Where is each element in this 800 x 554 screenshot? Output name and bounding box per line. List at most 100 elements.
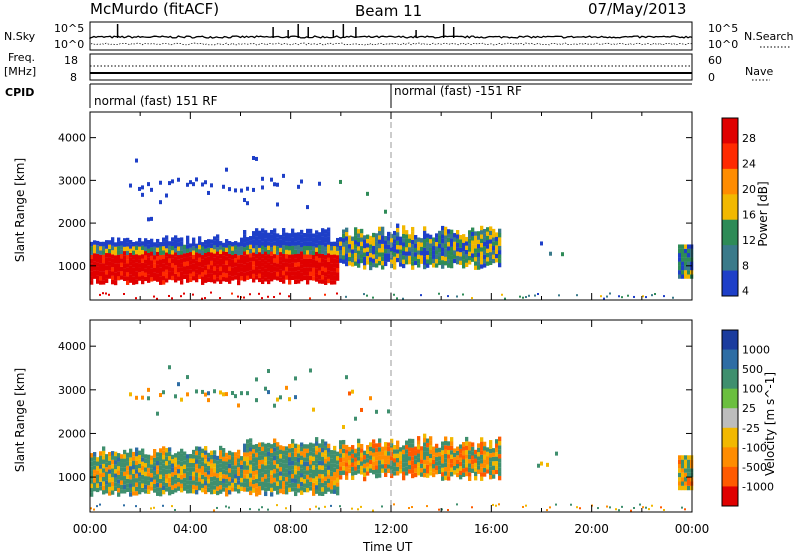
velocity-cell bbox=[126, 487, 130, 493]
velocity-colorbar-band bbox=[722, 447, 738, 468]
velocity-cell bbox=[444, 449, 448, 454]
velocity-cell bbox=[354, 470, 358, 475]
power-cell bbox=[255, 236, 259, 242]
velocity-cell bbox=[486, 460, 490, 465]
velocity-cell bbox=[150, 473, 154, 478]
velocity-cell bbox=[330, 504, 332, 507]
power-cell bbox=[354, 244, 358, 249]
power-cell bbox=[240, 254, 244, 260]
velocity-cell bbox=[390, 469, 394, 474]
power-cell bbox=[150, 255, 154, 261]
power-cell bbox=[486, 248, 490, 253]
power-cell bbox=[456, 247, 460, 252]
power-cell bbox=[144, 259, 148, 264]
velocity-cell bbox=[456, 472, 460, 478]
power-cell bbox=[213, 270, 217, 275]
velocity-cell bbox=[192, 476, 196, 481]
power-cell bbox=[126, 280, 130, 285]
velocity-cell bbox=[90, 461, 94, 467]
velocity-cell bbox=[135, 478, 139, 483]
velocity-cell bbox=[132, 473, 136, 479]
power-cell bbox=[489, 252, 493, 257]
power-cell bbox=[240, 276, 244, 281]
velocity-cell bbox=[153, 506, 155, 509]
velocity-cell bbox=[126, 478, 130, 484]
velocity-cell bbox=[129, 461, 133, 467]
power-cell bbox=[246, 271, 250, 276]
power-cell bbox=[111, 245, 115, 251]
power-cell bbox=[216, 247, 220, 252]
velocity-cell bbox=[396, 453, 400, 459]
power-cell bbox=[495, 232, 499, 237]
velocity-cell bbox=[90, 483, 94, 489]
velocity-cell bbox=[315, 489, 319, 494]
velocity-cell bbox=[297, 488, 301, 493]
power-cell bbox=[216, 260, 220, 265]
power-cell bbox=[423, 247, 427, 253]
power-cell bbox=[225, 251, 229, 257]
power-cell bbox=[330, 280, 334, 285]
power-cell bbox=[129, 239, 133, 245]
power-cell bbox=[333, 245, 337, 251]
power-cell bbox=[165, 269, 169, 274]
x-tick-label: 04:00 bbox=[173, 522, 208, 536]
power-cell bbox=[162, 250, 166, 255]
power-cell bbox=[444, 231, 448, 236]
velocity-cell bbox=[315, 458, 319, 464]
velocity-cell bbox=[288, 478, 292, 484]
velocity-cell bbox=[294, 461, 298, 466]
power-cell bbox=[387, 244, 391, 250]
power-cell bbox=[369, 240, 373, 245]
power-cell bbox=[423, 256, 427, 261]
power-cell bbox=[228, 262, 232, 267]
power-cell bbox=[378, 243, 382, 249]
velocity-cell bbox=[450, 445, 454, 451]
power-cell bbox=[465, 258, 469, 263]
power-cell bbox=[99, 293, 101, 296]
power-cell bbox=[237, 255, 241, 260]
velocity-cell bbox=[207, 478, 211, 484]
power-cell bbox=[462, 251, 466, 256]
power-cell bbox=[312, 259, 316, 264]
velocity-cell bbox=[225, 483, 229, 488]
power-cell bbox=[225, 260, 229, 265]
power-cell bbox=[288, 237, 292, 242]
velocity-cell bbox=[126, 465, 130, 471]
power-cell bbox=[681, 257, 685, 262]
power-cell bbox=[255, 249, 259, 254]
velocity-cell bbox=[276, 450, 280, 456]
power-cell bbox=[192, 241, 196, 247]
power-cell bbox=[171, 237, 175, 242]
power-cell bbox=[219, 262, 223, 267]
velocity-cell bbox=[321, 439, 325, 444]
power-cell bbox=[306, 275, 310, 281]
velocity-cell bbox=[225, 392, 228, 397]
power-cell bbox=[279, 251, 283, 257]
velocity-cell bbox=[468, 472, 472, 477]
power-cell bbox=[267, 275, 271, 280]
power-cell bbox=[363, 293, 365, 296]
velocity-cell bbox=[168, 451, 172, 457]
velocity-cell bbox=[210, 476, 214, 482]
power-cell bbox=[417, 254, 421, 259]
power-cell bbox=[222, 184, 225, 189]
power-cell bbox=[123, 238, 127, 243]
power-cell bbox=[393, 235, 397, 240]
velocity-cell bbox=[483, 450, 487, 455]
velocity-cell bbox=[351, 389, 354, 394]
velocity-cell bbox=[426, 438, 430, 443]
power-cell bbox=[297, 240, 301, 246]
power-cell bbox=[492, 258, 496, 264]
velocity-cell bbox=[282, 476, 286, 482]
velocity-cell bbox=[273, 460, 277, 465]
velocity-cell bbox=[168, 482, 172, 487]
power-cell bbox=[126, 246, 130, 251]
velocity-cell bbox=[222, 478, 226, 483]
velocity-cell bbox=[318, 473, 322, 479]
velocity-cell bbox=[192, 471, 196, 477]
velocity-cell bbox=[135, 464, 139, 470]
velocity-cell bbox=[147, 476, 151, 481]
velocity-cell bbox=[456, 450, 460, 456]
velocity-cell bbox=[171, 472, 175, 477]
power-cell bbox=[327, 261, 331, 267]
